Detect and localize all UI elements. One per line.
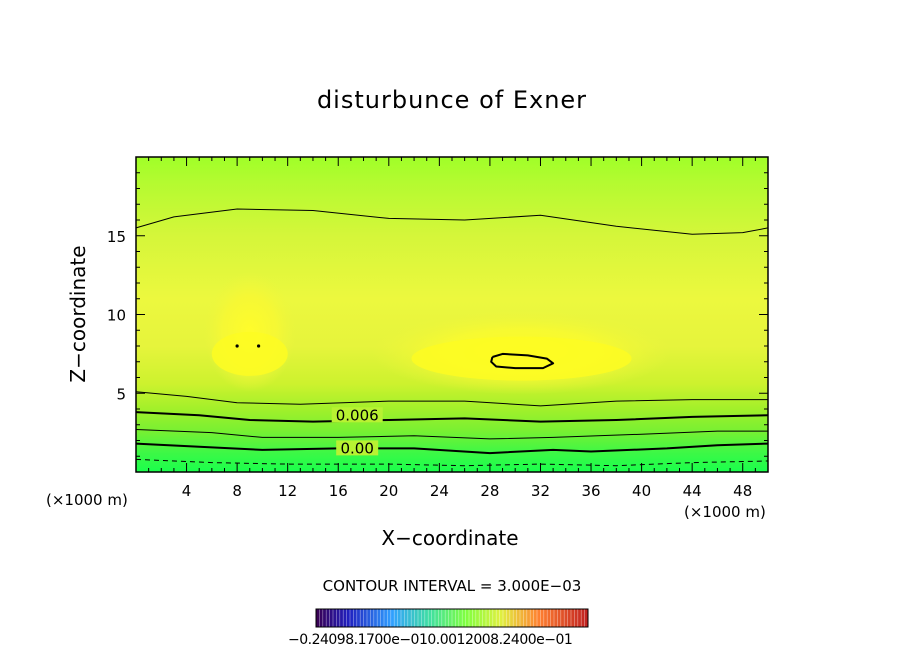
x-axis-label: X−coordinate [381,526,519,550]
colorbar-tick-labels: −0.24098.1700e−010.0012008.2400e−01 [288,632,573,648]
chart-title: disturbunce of Exner [316,86,588,114]
contour-interval-label: CONTOUR INTERVAL = 3.000E−03 [322,577,582,595]
field-core-right [411,336,632,381]
x-tick-label-32: 32 [531,482,550,500]
x-tick-label-20: 20 [379,482,398,500]
contour-label-bg-2 [336,440,379,456]
x-tick-label-24: 24 [430,482,449,500]
contour-line-7 [490,352,555,370]
contour-line-1 [135,208,769,235]
contour-line-4 [135,429,768,440]
y-tick-label-10: 10 [107,307,126,325]
y-tick-label-15: 15 [107,228,126,246]
x-tick-label-44: 44 [683,482,702,500]
x-unit-label-left: (×1000 m) [46,491,128,509]
colorbar-frame [315,608,589,628]
x-tick-label-36: 36 [581,482,600,500]
x-tick-label-28: 28 [480,482,499,500]
contour-line-5 [135,442,769,455]
x-unit-label-right: (×1000 m) [684,503,766,521]
contour-label-1: 0.006 [336,406,379,424]
x-tick-label-48: 48 [733,482,752,500]
contour-line-2 [135,391,768,407]
y-tick-label-5: 5 [116,385,126,403]
contour-dot-1 [235,344,239,348]
contour-label-2: 0.00 [340,439,373,457]
contour-line-3 [135,411,769,423]
field-core-left [211,331,288,376]
x-tick-label-8: 8 [232,482,242,500]
x-tick-label-40: 40 [632,482,651,500]
x-tick-label-16: 16 [329,482,348,500]
contour-dot-2 [257,344,261,348]
contour-label-bg-1 [331,407,383,423]
x-tick-label-12: 12 [278,482,297,500]
x-tick-label-4: 4 [182,482,192,500]
